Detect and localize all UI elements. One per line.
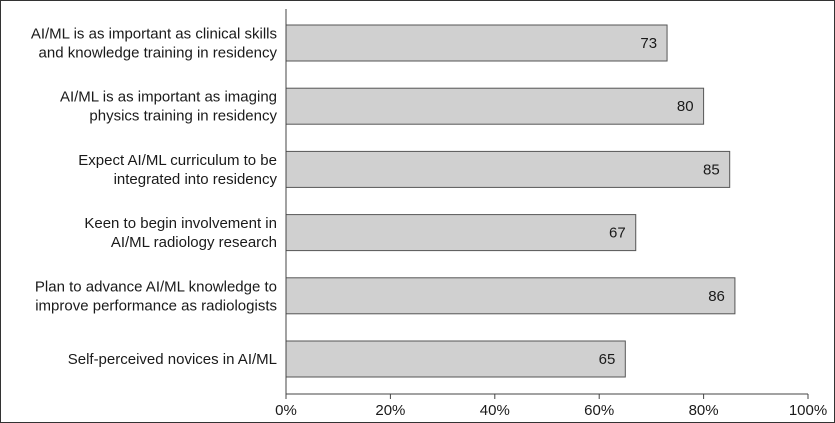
category-label-2-line-0: Expect AI/ML curriculum to be: [78, 152, 277, 169]
bar-0: [285, 24, 668, 62]
bar-5: [285, 340, 626, 378]
x-tick-label-0: 0%: [275, 402, 297, 419]
x-tick-label-4: 80%: [689, 402, 719, 419]
data-label-3: 67: [609, 225, 626, 242]
bar-2: [285, 150, 731, 188]
x-tick-label-2: 40%: [480, 402, 510, 419]
bar-4: [285, 277, 736, 315]
category-label-4-line-1: improve performance as radiologists: [35, 297, 277, 314]
category-label-3-line-0: Keen to begin involvement in: [84, 215, 277, 232]
bar-3: [285, 214, 637, 252]
x-tick-label-5: 100%: [789, 402, 827, 419]
category-label-3-line-1: AI/ML radiology research: [111, 234, 277, 251]
x-tick-label-3: 60%: [584, 402, 614, 419]
category-label-2-line-1: integrated into residency: [114, 171, 278, 188]
data-label-5: 65: [599, 351, 616, 368]
data-label-2: 85: [703, 161, 720, 178]
data-label-0: 73: [640, 35, 657, 52]
category-label-4-line-0: Plan to advance AI/ML knowledge to: [35, 278, 277, 295]
category-label-0-line-1: and knowledge training in residency: [39, 45, 278, 62]
category-label-0-line-0: AI/ML is as important as clinical skills: [31, 26, 277, 43]
category-label-5-line-0: Self-perceived novices in AI/ML: [68, 351, 277, 368]
x-axis: 0% 20% 40% 60% 80% 100%: [275, 9, 827, 419]
data-label-1: 80: [677, 98, 694, 115]
bar-1: [285, 87, 705, 125]
x-tick-label-1: 20%: [375, 402, 405, 419]
data-label-4: 86: [708, 288, 725, 305]
category-label-1-line-0: AI/ML is as important as imaging: [60, 89, 277, 106]
bars-layer: 73 80 85 67 86 65: [285, 24, 736, 378]
category-label-1-line-1: physics training in residency: [89, 108, 277, 125]
category-labels: AI/ML is as important as clinical skills…: [31, 26, 278, 369]
